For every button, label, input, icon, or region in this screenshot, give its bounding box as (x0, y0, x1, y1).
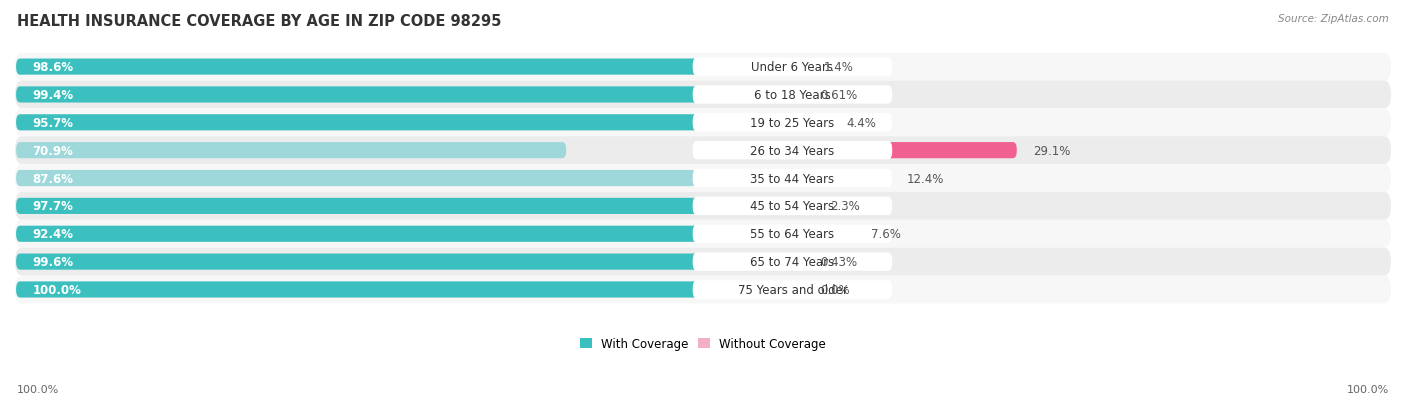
FancyBboxPatch shape (15, 282, 793, 298)
FancyBboxPatch shape (15, 220, 1391, 248)
FancyBboxPatch shape (15, 115, 759, 131)
FancyBboxPatch shape (797, 226, 853, 242)
FancyBboxPatch shape (15, 171, 696, 187)
Text: 92.4%: 92.4% (32, 228, 73, 241)
FancyBboxPatch shape (797, 198, 814, 214)
Text: 4.4%: 4.4% (846, 116, 876, 130)
Text: 2.3%: 2.3% (831, 200, 860, 213)
FancyBboxPatch shape (797, 143, 1017, 159)
FancyBboxPatch shape (15, 276, 1391, 304)
FancyBboxPatch shape (693, 114, 893, 132)
FancyBboxPatch shape (15, 198, 775, 214)
FancyBboxPatch shape (15, 137, 1391, 165)
Text: 55 to 64 Years: 55 to 64 Years (751, 228, 835, 241)
Legend: With Coverage, Without Coverage: With Coverage, Without Coverage (575, 332, 831, 355)
Text: 70.9%: 70.9% (32, 144, 73, 157)
Text: 87.6%: 87.6% (32, 172, 73, 185)
Text: 12.4%: 12.4% (907, 172, 945, 185)
FancyBboxPatch shape (15, 248, 1391, 276)
FancyBboxPatch shape (797, 171, 890, 187)
FancyBboxPatch shape (15, 59, 782, 76)
FancyBboxPatch shape (693, 86, 893, 104)
FancyBboxPatch shape (15, 165, 1391, 192)
FancyBboxPatch shape (15, 81, 1391, 109)
FancyBboxPatch shape (15, 254, 789, 270)
FancyBboxPatch shape (693, 169, 893, 188)
Text: 100.0%: 100.0% (1347, 385, 1389, 394)
Text: 99.6%: 99.6% (32, 256, 73, 268)
Text: 26 to 34 Years: 26 to 34 Years (751, 144, 835, 157)
Text: 0.61%: 0.61% (820, 89, 858, 102)
Text: 0.0%: 0.0% (820, 283, 849, 296)
FancyBboxPatch shape (693, 280, 893, 299)
FancyBboxPatch shape (693, 142, 893, 160)
Text: 97.7%: 97.7% (32, 200, 73, 213)
Text: 100.0%: 100.0% (32, 283, 82, 296)
FancyBboxPatch shape (693, 253, 893, 271)
Text: 65 to 74 Years: 65 to 74 Years (751, 256, 835, 268)
Text: 7.6%: 7.6% (870, 228, 900, 241)
FancyBboxPatch shape (15, 226, 734, 242)
Text: 95.7%: 95.7% (32, 116, 73, 130)
Text: 6 to 18 Years: 6 to 18 Years (754, 89, 831, 102)
FancyBboxPatch shape (796, 254, 800, 270)
FancyBboxPatch shape (693, 225, 893, 243)
FancyBboxPatch shape (15, 192, 1391, 220)
Text: 0.43%: 0.43% (820, 256, 858, 268)
FancyBboxPatch shape (15, 109, 1391, 137)
Text: 29.1%: 29.1% (1033, 144, 1071, 157)
FancyBboxPatch shape (797, 87, 801, 103)
Text: 35 to 44 Years: 35 to 44 Years (751, 172, 835, 185)
Text: 1.4%: 1.4% (824, 61, 853, 74)
Text: HEALTH INSURANCE COVERAGE BY AGE IN ZIP CODE 98295: HEALTH INSURANCE COVERAGE BY AGE IN ZIP … (17, 14, 502, 29)
Text: 99.4%: 99.4% (32, 89, 73, 102)
FancyBboxPatch shape (15, 87, 787, 103)
Text: 98.6%: 98.6% (32, 61, 73, 74)
Text: 45 to 54 Years: 45 to 54 Years (751, 200, 835, 213)
Text: Source: ZipAtlas.com: Source: ZipAtlas.com (1278, 14, 1389, 24)
FancyBboxPatch shape (797, 59, 807, 76)
FancyBboxPatch shape (693, 197, 893, 216)
Text: Under 6 Years: Under 6 Years (751, 61, 834, 74)
Text: 100.0%: 100.0% (17, 385, 59, 394)
Text: 75 Years and older: 75 Years and older (738, 283, 848, 296)
FancyBboxPatch shape (797, 115, 830, 131)
FancyBboxPatch shape (15, 143, 567, 159)
FancyBboxPatch shape (15, 54, 1391, 81)
FancyBboxPatch shape (693, 58, 893, 76)
Text: 19 to 25 Years: 19 to 25 Years (751, 116, 835, 130)
